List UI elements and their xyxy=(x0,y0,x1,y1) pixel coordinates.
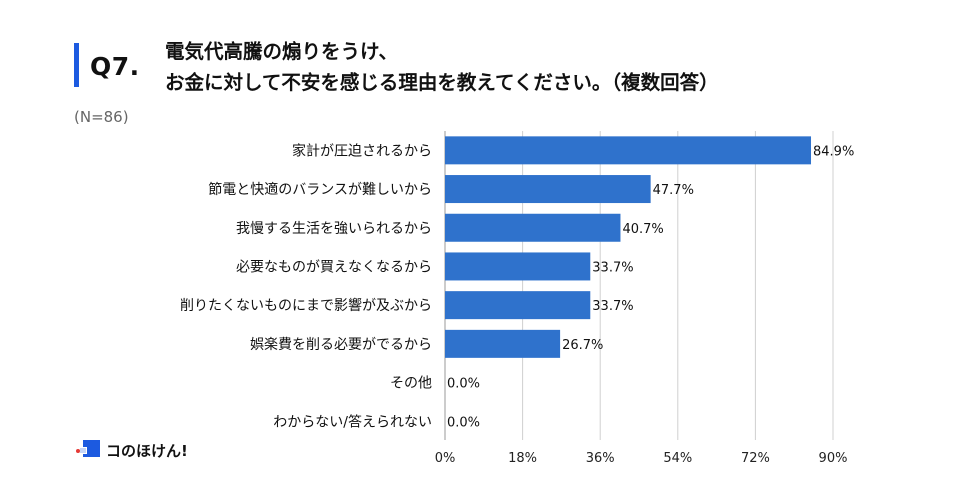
category-label: 家計が圧迫されるから xyxy=(292,142,432,159)
chart-title-line-2: お金に対して不安を感じる理由を教えてください。（複数回答） xyxy=(165,71,719,94)
bar xyxy=(445,213,621,242)
x-tick-label: 54% xyxy=(663,451,692,466)
data-label: 26.7% xyxy=(562,338,603,353)
category-label: 娯楽費を削る必要がでるから xyxy=(250,337,432,353)
x-tick-label: 72% xyxy=(741,451,770,466)
bar xyxy=(445,291,591,320)
sample-size: (N=86) xyxy=(74,108,129,126)
category-label: 削りたくないものにまで影響が及ぶから xyxy=(180,297,432,314)
data-label: 40.7% xyxy=(622,222,663,237)
brand-logo-icon xyxy=(76,440,100,457)
category-label: 節電と快適のバランスが難しいから xyxy=(208,181,432,198)
category-label: 我慢する生活を強いられるから xyxy=(236,220,432,237)
bar xyxy=(445,136,812,165)
brand-name: コのほけん! xyxy=(106,442,188,460)
data-label: 0.0% xyxy=(447,415,480,430)
question-accent-bar xyxy=(74,43,79,87)
x-tick-label: 18% xyxy=(508,451,537,466)
chart-title-line-1: 電気代高騰の煽りをうけ、 xyxy=(165,40,399,63)
question-number: Q7. xyxy=(90,52,140,81)
bar xyxy=(445,175,651,204)
data-label: 84.9% xyxy=(813,144,854,159)
category-label: わからない/答えられない xyxy=(273,413,432,430)
data-label: 33.7% xyxy=(592,260,633,275)
chart-title: 電気代高騰の煽りをうけ、 お金に対して不安を感じる理由を教えてください。（複数回… xyxy=(165,36,719,98)
data-label: 0.0% xyxy=(447,377,480,392)
data-label: 47.7% xyxy=(653,183,694,198)
bar xyxy=(445,329,561,358)
category-label: 必要なものが買えなくなるから xyxy=(236,259,432,275)
bar xyxy=(445,252,591,281)
x-tick-label: 90% xyxy=(819,451,848,466)
x-tick-label: 0% xyxy=(435,451,456,466)
data-label: 33.7% xyxy=(592,299,633,314)
category-label: その他 xyxy=(390,376,432,392)
x-tick-label: 36% xyxy=(586,451,615,466)
